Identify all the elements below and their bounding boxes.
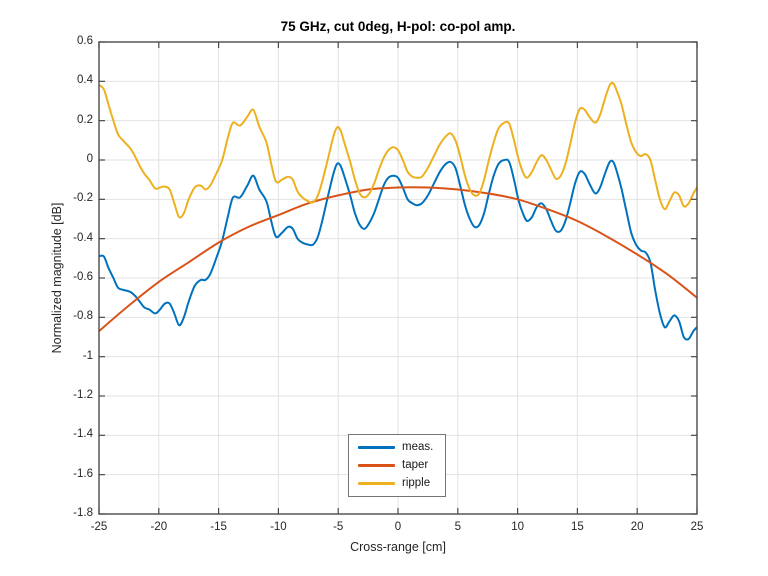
x-axis-label: Cross-range [cm] [350,540,446,554]
series-line-taper [99,186,697,333]
y-tick-label: -1 [82,349,93,362]
tick-marks [98,41,698,515]
x-tick-label: -10 [270,521,287,533]
x-tick-label: -5 [333,521,344,533]
grid-lines [99,42,697,514]
y-tick-label: -1.8 [73,507,93,519]
x-tick-label: 15 [570,521,584,533]
x-tick-label: 0 [394,521,402,533]
y-tick-label: -1.2 [73,389,93,401]
y-tick-label: -0.8 [73,310,93,323]
y-tick-label: -1.4 [73,428,93,441]
y-tick-label: 0.2 [77,113,93,126]
legend-label-taper: taper [402,458,429,471]
y-tick-label: -1.6 [73,467,93,480]
legend-line-sample-taper [358,464,395,467]
chart-title: 75 GHz, cut 0deg, H-pol: co-pol amp. [280,19,516,34]
x-tick-label: 10 [511,521,524,533]
legend-item-taper: taper [358,458,445,472]
x-tick-label: 25 [690,521,704,533]
series-lines [99,81,697,341]
x-tick-label: 5 [454,521,461,533]
y-tick-label: 0.6 [77,35,93,47]
legend-label-meas: meas. [402,440,434,453]
y-tick-label: -0.6 [73,271,93,283]
legend-line-sample-ripple [358,482,395,485]
x-tick-label: -25 [90,521,108,533]
legend-line-sample-meas [358,446,395,449]
y-tick-label: 0.4 [77,74,93,87]
series-line-ripple [99,81,697,219]
legend-item-meas: meas. [358,440,445,454]
y-tick-label: -0.4 [73,231,93,244]
y-tick-label: -0.2 [73,192,93,205]
legend: meas. taper ripple [348,434,446,497]
legend-item-ripple: ripple [358,476,445,490]
x-axis-tick-labels: -25 -20 -15 -10 -5 0 5 10 15 20 25 [0,521,768,537]
series-line-meas [99,158,697,341]
x-tick-label: -20 [150,521,168,533]
y-axis-tick-labels: 0.6 0.4 0.2 0 -0.2 -0.4 -0.6 -0.8 -1 -1.2 -1.4 -1.6… [0,0,100,576]
x-tick-label: -15 [210,521,227,533]
y-tick-label: 0 [86,153,93,165]
legend-label-ripple: ripple [402,476,431,489]
x-tick-label: 20 [630,521,644,533]
